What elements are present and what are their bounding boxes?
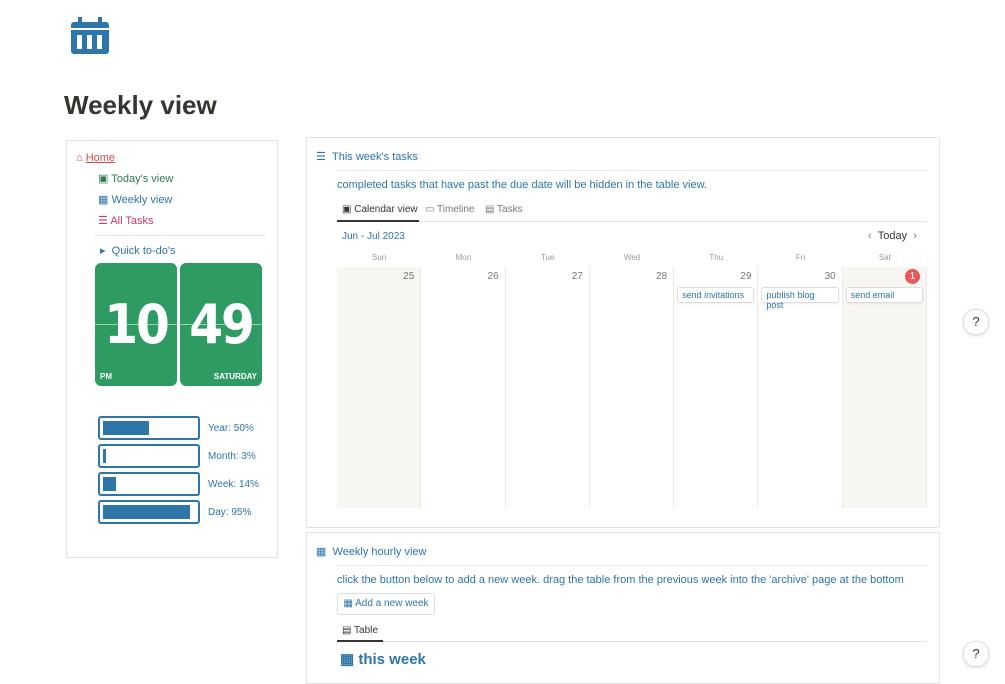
day-cell: 30 publish blog post xyxy=(758,267,843,508)
weekday: Sat xyxy=(878,253,891,262)
progress-bar xyxy=(98,444,200,468)
month: Jun - Jul 2023 xyxy=(342,231,405,242)
date: 29 xyxy=(740,271,752,282)
heading-text: this week xyxy=(358,651,426,668)
section-title: ☰ This week's tasks xyxy=(316,151,418,163)
clock-period: PM xyxy=(100,372,112,381)
page-title: Weekly view xyxy=(64,90,217,120)
sidebar xyxy=(66,140,278,558)
title-text: This week's tasks xyxy=(331,151,418,163)
help-button[interactable]: ? xyxy=(963,309,989,335)
tab-text: Tasks xyxy=(497,204,523,215)
page: Weekly view ⌂ Home ▣ Today's view ▦ Week… xyxy=(64,17,989,684)
tab-text: Calendar view xyxy=(354,204,418,215)
progress-bar xyxy=(98,472,200,496)
help-button[interactable]: ? xyxy=(963,641,989,667)
note: completed tasks that have past the due d… xyxy=(337,179,707,191)
nav-link[interactable]: ▣ Today's view xyxy=(98,173,174,185)
progress-fill xyxy=(103,477,116,491)
day-cell: 25 xyxy=(337,267,422,508)
button-text: Add a new week xyxy=(355,598,429,609)
weekday: Fri xyxy=(795,253,806,262)
title-text: Weekly hourly view xyxy=(332,546,427,558)
day-cell: 26 xyxy=(421,267,506,508)
progress-label: Year: 50% xyxy=(208,423,254,434)
weekday: Thu xyxy=(709,253,724,262)
date: 25 xyxy=(403,271,415,282)
progress-label: Day: 95% xyxy=(208,507,252,518)
tab-text: Table xyxy=(354,625,378,636)
section-title: ▦ Weekly hourly view xyxy=(316,546,427,558)
tab-line xyxy=(337,221,927,222)
date: 27 xyxy=(571,271,583,282)
home-text: Home xyxy=(85,152,116,164)
date: 30 xyxy=(824,271,836,282)
note: click the button below to add a new week… xyxy=(337,574,904,586)
clock-day: SATURDAY xyxy=(213,372,257,381)
progress-label: Month: 3% xyxy=(208,451,256,462)
tab-line xyxy=(337,641,927,642)
divider xyxy=(337,170,927,171)
add-week-button[interactable]: ▦ Add a new week xyxy=(337,593,435,615)
clock-split xyxy=(95,324,262,325)
date: 28 xyxy=(656,271,668,282)
divider xyxy=(95,235,265,236)
weekday: Mon xyxy=(455,253,472,262)
event[interactable]: publish blog post xyxy=(761,287,839,310)
event[interactable]: send invitations xyxy=(677,287,755,303)
nav-text: Weekly view xyxy=(111,194,173,206)
tab-underline xyxy=(337,220,419,222)
tab-underline xyxy=(337,640,383,642)
nav-link[interactable]: ☰ All Tasks xyxy=(98,215,154,227)
progress-label: Week: 14% xyxy=(208,479,259,490)
tab[interactable]: ▤ Table xyxy=(342,625,378,636)
weekday: Wed xyxy=(623,253,641,262)
nav-text: All Tasks xyxy=(110,215,154,227)
divider xyxy=(337,565,927,566)
toggle[interactable]: ▸ Quick to-do's xyxy=(100,245,176,257)
day-cell: 28 xyxy=(589,267,675,508)
progress-fill xyxy=(103,505,191,519)
tasks-section xyxy=(306,137,940,528)
tab-text: Timeline xyxy=(437,204,475,215)
tab[interactable]: ▣ Calendar view xyxy=(342,204,418,215)
progress-bar xyxy=(98,416,200,440)
nav-link[interactable]: ▦ Weekly view xyxy=(98,194,173,206)
progress-fill xyxy=(103,421,149,435)
day-cell: 1 send email xyxy=(842,267,927,508)
today-button[interactable]: Today xyxy=(877,230,908,242)
tab[interactable]: ▤ Tasks xyxy=(485,204,523,215)
event[interactable]: send email xyxy=(845,287,923,303)
nav-text: Today's view xyxy=(111,173,174,185)
day-cell: 27 xyxy=(505,267,590,508)
home-link[interactable]: ⌂ Home xyxy=(76,152,116,164)
page-icon xyxy=(71,17,109,54)
progress-bar xyxy=(98,500,200,524)
date: 26 xyxy=(487,271,499,282)
nav[interactable]: ‹ Today › xyxy=(868,230,917,242)
date: 1 xyxy=(904,269,920,284)
toggle-text: Quick to-do's xyxy=(111,245,176,257)
heading: ▦ this week xyxy=(340,651,426,668)
weekday: Sun xyxy=(372,253,387,262)
tab[interactable]: ▭ Timeline xyxy=(425,204,475,215)
day-cell: 29 send invitations xyxy=(674,267,759,508)
weekday: Tue xyxy=(540,253,555,262)
progress-fill xyxy=(103,449,106,463)
